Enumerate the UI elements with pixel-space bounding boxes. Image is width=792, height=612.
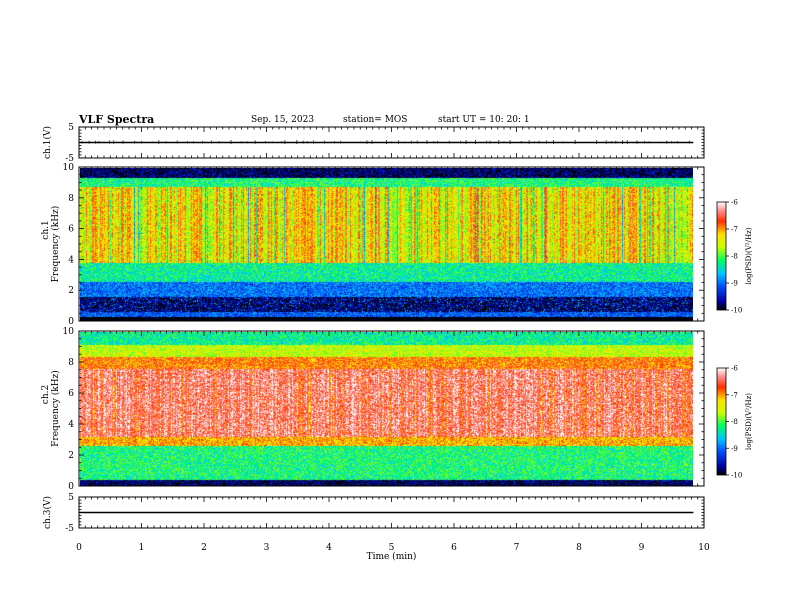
x-tick-label: 6 — [451, 543, 457, 553]
colorbar-tick-label: -10 — [731, 307, 742, 315]
y-tick-label: -5 — [65, 524, 74, 534]
y-tick-label: 10 — [63, 327, 75, 337]
y-axis-channel-label-ch1-spectrogram: ch.1 — [41, 220, 51, 239]
x-tick-label: 4 — [326, 543, 332, 553]
colorbar-tick-label: -9 — [731, 280, 738, 288]
x-tick-label: 0 — [76, 543, 82, 553]
y-tick-label: 0 — [68, 482, 74, 492]
y-tick-label: 5 — [68, 493, 74, 503]
y-tick-label: 6 — [68, 225, 74, 235]
y-axis-label-ch3-voltage: ch.3(V) — [42, 496, 53, 529]
start-time-label: start UT = 10: 20: 1 — [438, 115, 530, 125]
colorbar-tick-label: -9 — [731, 445, 738, 453]
y-tick-label: -5 — [65, 154, 74, 164]
chart-title: VLF Spectra — [79, 113, 155, 126]
colorbar-tick-label: -8 — [731, 418, 738, 426]
y-tick-label: 10 — [63, 163, 75, 173]
station-label: station= MOS — [343, 115, 408, 125]
y-tick-label: 8 — [68, 358, 74, 368]
colorbar-label: log(PSD)(V²/Hz) — [745, 393, 753, 450]
y-axis-label-ch1-spectrogram: Frequency (kHz) — [50, 206, 61, 283]
x-axis-label: Time (min) — [367, 551, 417, 562]
y-tick-label: 4 — [68, 255, 74, 265]
y-tick-label: 4 — [68, 420, 74, 430]
colorbar-tick-label: -8 — [731, 253, 738, 261]
x-tick-label: 8 — [576, 543, 582, 553]
x-tick-label: 9 — [639, 543, 645, 553]
colorbar-label: log(PSD)(V²/Hz) — [745, 227, 753, 284]
colorbar-ch1 — [716, 201, 727, 311]
x-tick-label: 7 — [514, 543, 520, 553]
colorbar-tick-label: -7 — [731, 391, 738, 399]
x-tick-label: 2 — [201, 543, 207, 553]
y-tick-label: 6 — [68, 389, 74, 399]
colorbar-tick-label: -7 — [731, 226, 738, 234]
spectrogram-image-ch2 — [80, 332, 693, 486]
x-tick-label: 1 — [139, 543, 145, 553]
y-tick-label: 2 — [68, 451, 74, 461]
colorbar-tick-label: -6 — [731, 199, 738, 207]
y-axis-label-ch1-voltage: ch.1(V) — [42, 126, 53, 159]
date-label: Sep. 15, 2023 — [251, 115, 315, 125]
y-tick-label: 5 — [68, 123, 74, 133]
colorbar-tick-label: -10 — [731, 472, 742, 480]
y-tick-label: 0 — [68, 317, 74, 327]
y-axis-label-ch2-spectrogram: Frequency (kHz) — [50, 370, 61, 447]
x-tick-label: 5 — [389, 543, 395, 553]
spectrogram-image-ch1 — [80, 168, 693, 321]
y-tick-label: 8 — [68, 194, 74, 204]
colorbar-tick-label: -6 — [731, 365, 738, 373]
y-tick-label: 2 — [68, 286, 74, 296]
colorbar-ch2 — [716, 367, 727, 476]
y-axis-channel-label-ch2-spectrogram: ch.2 — [41, 385, 51, 404]
x-tick-label: 10 — [698, 543, 710, 553]
x-tick-label: 3 — [264, 543, 270, 553]
